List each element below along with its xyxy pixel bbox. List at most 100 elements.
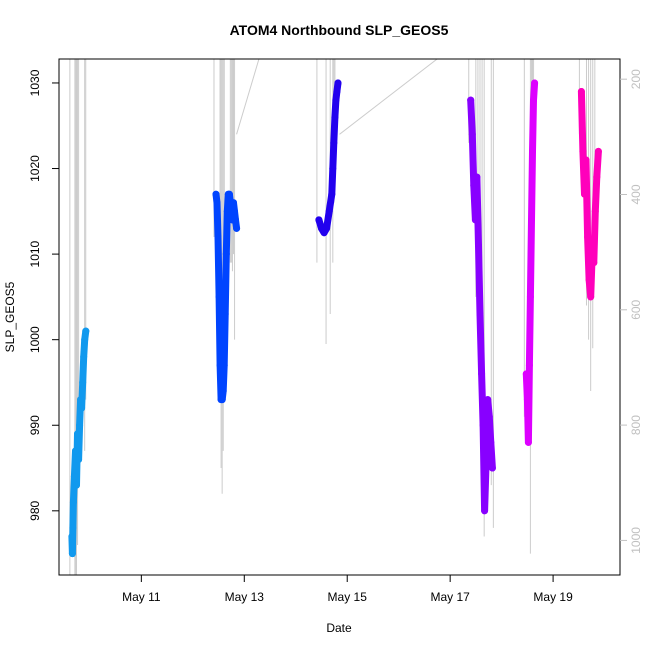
series-6-point [579, 147, 587, 155]
series-1-point [80, 353, 88, 361]
series-6-point [590, 259, 598, 267]
series-2-point [214, 233, 222, 241]
series-4-point [468, 130, 476, 138]
series-4-point [478, 370, 486, 378]
y2-tick-label: 400 [629, 184, 643, 204]
series-5-point [531, 79, 539, 87]
series-4-point [488, 464, 496, 472]
y2-axis: 200 400 600 800 1000 [620, 69, 643, 554]
series-1-point [68, 550, 76, 558]
gray-connector-line [236, 59, 260, 135]
x-tick-label: May 11 [122, 590, 161, 604]
series-2-point [212, 190, 220, 198]
series-line-6 [577, 88, 602, 301]
y2-tick-label: 1000 [629, 527, 643, 554]
series-1-point [76, 421, 84, 429]
series-layer [68, 79, 602, 558]
series-4-point [473, 173, 481, 181]
series-5-point [522, 370, 530, 378]
series-6-point [594, 147, 602, 155]
series-5-point [529, 147, 536, 155]
y2-tick-label: 600 [629, 299, 643, 319]
series-4-point [482, 456, 490, 463]
series-5-point [526, 293, 534, 301]
series-5-point [523, 396, 531, 404]
series-1-point [77, 396, 85, 404]
series-6-point [585, 276, 593, 284]
series-3-point [333, 88, 341, 95]
series-line-1 [68, 327, 90, 558]
x-axis-label: Date [326, 621, 352, 635]
series-2-point [231, 207, 238, 215]
series-4-point [479, 421, 487, 429]
series-4-point [470, 182, 478, 190]
series-2-point [213, 199, 221, 207]
series-6-point [582, 156, 590, 164]
series-2-point [220, 361, 228, 369]
series-4-point [485, 413, 493, 421]
series-2-point [221, 310, 229, 318]
series-5-point [524, 438, 532, 446]
series-2-point [222, 250, 230, 258]
x-tick-label: May 13 [225, 590, 265, 604]
series-4-point [471, 216, 479, 224]
y-tick-label: 1020 [28, 155, 42, 182]
series-5-point [525, 361, 533, 369]
series-4-point [487, 438, 495, 446]
series-1-point [68, 533, 76, 540]
x-axis: May 11 May 13 May 15 May 17 May 19 [122, 575, 573, 604]
y-tick-label: 990 [28, 415, 42, 435]
series-4-point [481, 507, 489, 515]
series-1-point [82, 327, 90, 335]
series-3-point [334, 79, 342, 87]
series-2-point [232, 216, 239, 224]
y-tick-label: 1000 [28, 326, 42, 353]
series-3-point [329, 165, 337, 172]
series-2-point [230, 199, 237, 207]
series-5-point [530, 96, 537, 104]
x-tick-label: May 17 [430, 590, 470, 604]
x-tick-label: May 15 [328, 590, 368, 604]
series-6-point [587, 293, 595, 301]
series-6-point [593, 173, 601, 181]
series-6-point [577, 88, 585, 95]
series-6-point [581, 190, 588, 198]
plot-frame [58, 58, 621, 576]
y-tick-label: 1010 [28, 240, 42, 267]
x-tick-label: May 19 [533, 590, 573, 604]
series-2-point [219, 387, 227, 395]
series-3-point [323, 224, 331, 232]
series-1-point [81, 336, 89, 344]
series-1-point [73, 481, 80, 489]
y-axis: 980 990 1000 1010 1020 1030 [28, 69, 59, 521]
series-6-point [591, 207, 599, 215]
series-1-point [69, 498, 77, 506]
series-3-point [328, 190, 336, 198]
chart-title: ATOM4 Northbound SLP_GEOS5 [230, 22, 449, 38]
series-1-point [78, 404, 86, 412]
series-2-point [233, 224, 241, 232]
series-6-point [584, 233, 592, 241]
series-4-point [475, 242, 482, 249]
series-2-point [215, 293, 223, 301]
y2-tick-label: 800 [629, 415, 643, 435]
series-5-point [528, 216, 535, 224]
y2-tick-label: 200 [629, 69, 643, 89]
series-1-point [72, 447, 79, 455]
series-1-point [70, 473, 78, 481]
series-4-point [467, 96, 475, 104]
series-1-point [79, 379, 87, 386]
series-4-point [476, 310, 484, 318]
series-3-point [332, 96, 340, 104]
series-2-point [218, 396, 226, 404]
y-tick-label: 980 [28, 500, 42, 520]
series-3-point [331, 113, 339, 121]
gray-connector-line [339, 59, 438, 135]
series-1-point [74, 430, 81, 438]
series-3-point [330, 139, 338, 147]
y-axis-label: SLP_GEOS5 [3, 281, 17, 352]
series-4-point [484, 396, 492, 404]
series-1-point [75, 456, 83, 463]
